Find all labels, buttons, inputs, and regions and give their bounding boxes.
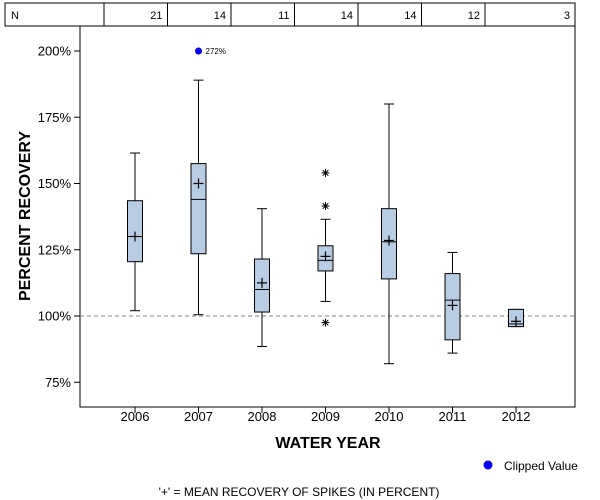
y-axis: 75% 100% 125% 150% 175% 200% xyxy=(38,44,80,390)
iqr-box xyxy=(127,200,143,263)
legend-clipped-label: Clipped Value xyxy=(504,459,578,473)
y-tick-label: 75% xyxy=(45,375,71,390)
x-tick-label: 2011 xyxy=(439,409,467,424)
n-count-2012: 3 xyxy=(564,10,570,22)
box-2006 xyxy=(127,152,143,312)
x-tick-label: 2007 xyxy=(184,409,213,424)
x-tick-label: 2006 xyxy=(121,409,150,424)
clipped-point-2007 xyxy=(195,47,202,55)
y-tick-label: 100% xyxy=(38,309,72,324)
box-2012 xyxy=(508,308,524,328)
outlier-asterisk xyxy=(321,168,330,177)
x-tick-label: 2009 xyxy=(311,409,340,424)
footnote: '+' = MEAN RECOVERY OF SPIKES (IN PERCEN… xyxy=(159,485,440,499)
y-axis-title: PERCENT RECOVERY xyxy=(17,131,34,301)
n-header-frame xyxy=(4,2,576,27)
x-axis-title: WATER YEAR xyxy=(275,435,381,452)
y-tick-label: 200% xyxy=(38,44,72,59)
x-tick-label: 2008 xyxy=(248,409,277,424)
n-count-2009: 14 xyxy=(341,10,353,22)
box-2007 xyxy=(190,79,207,316)
clipped-label-2007: 272% xyxy=(206,47,226,56)
y-tick-label: 175% xyxy=(38,110,72,125)
n-count-2010: 14 xyxy=(404,10,416,22)
box-series xyxy=(127,79,524,365)
y-tick-label: 150% xyxy=(38,176,72,191)
legend: Clipped Value xyxy=(483,459,578,473)
box-2011 xyxy=(444,251,461,354)
x-tick-label: 2010 xyxy=(375,409,404,424)
n-count-2007: 14 xyxy=(214,10,226,22)
y-tick-label: 125% xyxy=(38,242,72,257)
n-count-2006: 21 xyxy=(150,10,162,22)
n-header-label: N xyxy=(11,10,19,22)
clipped-values: 272% xyxy=(195,47,226,56)
n-count-header: N 21 14 11 14 14 12 3 xyxy=(4,2,576,27)
box-2010 xyxy=(381,103,397,365)
iqr-box xyxy=(190,163,207,255)
legend-clipped-marker xyxy=(483,460,493,470)
n-count-2008: 11 xyxy=(278,10,289,22)
outlier-asterisk xyxy=(321,318,330,327)
plot-area xyxy=(79,25,576,408)
outlier-asterisk xyxy=(321,202,330,211)
n-count-2011: 12 xyxy=(468,10,480,22)
box-2008 xyxy=(254,208,270,347)
x-axis: 2006 2007 2008 2009 2010 2011 2012 xyxy=(121,407,531,424)
box-2009 xyxy=(317,168,334,327)
x-tick-label: 2012 xyxy=(502,409,531,424)
